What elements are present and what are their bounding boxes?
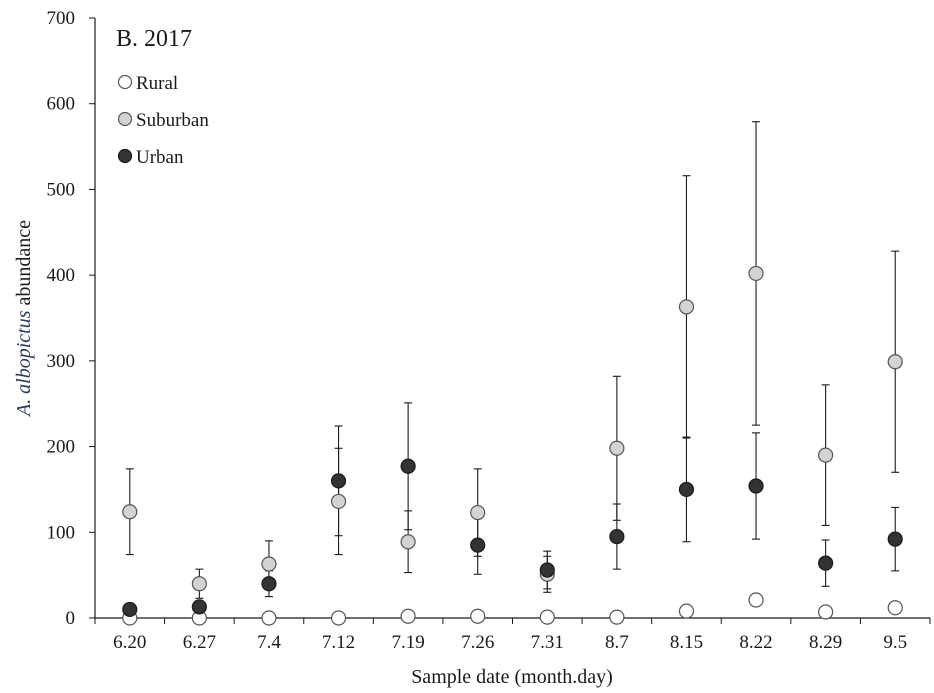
- point-suburban: [122, 504, 138, 520]
- point-rural: [470, 608, 486, 624]
- x-tick-label: 6.27: [183, 632, 216, 653]
- point-urban: [678, 481, 695, 498]
- x-tick-label: 9.5: [883, 632, 907, 653]
- point-suburban: [818, 447, 834, 463]
- x-tick-label: 7.26: [461, 632, 494, 653]
- point-suburban: [330, 493, 347, 510]
- legend-marker-urban: [117, 148, 133, 164]
- point-suburban: [400, 534, 416, 550]
- y-tick-label: 200: [47, 437, 76, 458]
- point-urban: [330, 473, 347, 489]
- point-urban: [609, 528, 625, 545]
- point-suburban: [470, 504, 486, 521]
- x-tick-label: 8.15: [670, 632, 703, 653]
- point-urban: [539, 562, 555, 578]
- x-tick-label: 8.22: [739, 632, 772, 653]
- x-tick-label: 8.29: [809, 632, 842, 653]
- point-suburban: [609, 440, 625, 456]
- x-tick-label: 6.20: [113, 632, 146, 653]
- point-urban: [470, 537, 486, 553]
- legend-label-suburban: Suburban: [136, 110, 209, 131]
- point-rural: [748, 592, 764, 608]
- point-suburban: [887, 354, 903, 370]
- y-tick-label: 700: [47, 8, 76, 29]
- point-suburban: [678, 299, 695, 315]
- point-urban: [122, 601, 138, 618]
- x-axis-title: Sample date (month.day): [411, 666, 613, 688]
- legend-label-urban: Urban: [136, 147, 184, 168]
- y-tick-label: 100: [47, 522, 76, 543]
- x-ticks: 6.20 6.27 7.4 7.12 7.19 7.26 7.31 8.7 8.15 8.22 8.…: [94, 618, 931, 653]
- y-axis-title-italic: A. albopictus: [13, 310, 35, 418]
- x-tick-label: 8.7: [605, 632, 629, 653]
- point-urban: [191, 599, 207, 615]
- point-rural: [330, 610, 347, 626]
- y-tick-label: 0: [66, 608, 76, 629]
- point-urban: [887, 531, 903, 547]
- point-rural: [818, 604, 834, 620]
- y-ticks: 0 100 200 300 400 500 600 700: [47, 8, 95, 629]
- point-rural: [678, 603, 695, 619]
- point-suburban: [191, 576, 207, 592]
- panel-title: B. 2017: [116, 26, 192, 52]
- legend-marker-rural: [117, 74, 133, 90]
- error-bars: [125, 121, 900, 619]
- point-rural: [609, 609, 625, 625]
- y-tick-label: 600: [47, 94, 76, 115]
- legend: Rural Suburban Urban: [117, 73, 209, 168]
- point-rural: [400, 608, 416, 624]
- point-urban: [748, 478, 764, 494]
- x-tick-label: 7.31: [531, 632, 564, 653]
- point-urban: [400, 458, 416, 474]
- x-tick-label: 7.12: [322, 632, 355, 653]
- point-urban: [818, 555, 834, 571]
- point-rural: [261, 610, 277, 626]
- y-axis-title-rest: abundance: [13, 220, 35, 311]
- y-tick-label: 400: [47, 265, 76, 286]
- point-suburban: [748, 265, 764, 282]
- y-tick-label: 300: [47, 351, 76, 372]
- x-tick-label: 7.19: [392, 632, 425, 653]
- y-tick-label: 500: [47, 179, 76, 200]
- axes: [94, 18, 930, 619]
- legend-marker-suburban: [117, 111, 133, 127]
- point-suburban: [261, 556, 277, 572]
- point-rural: [539, 609, 555, 625]
- point-rural: [887, 600, 903, 616]
- data-points: [122, 265, 903, 626]
- x-tick-label: 7.4: [257, 632, 281, 653]
- legend-label-rural: Rural: [136, 73, 178, 94]
- point-urban: [261, 576, 277, 592]
- y-axis-title: A. albopictus abundance: [13, 220, 35, 418]
